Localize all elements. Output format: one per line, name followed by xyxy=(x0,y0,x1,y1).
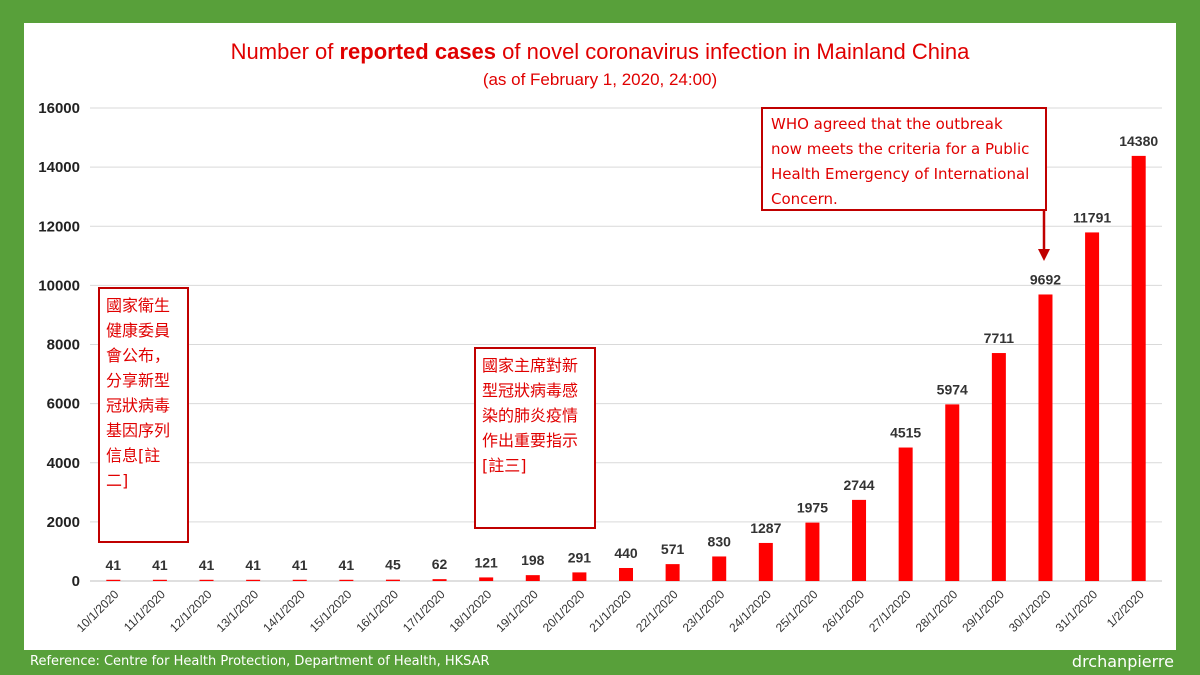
bar xyxy=(898,447,913,581)
bar xyxy=(805,522,820,581)
x-tick-label: 14/1/2020 xyxy=(260,587,308,635)
note-president-instruction: 國家主席對新型冠狀病毒感染的肺炎疫情作出重要指示[註三] xyxy=(474,347,596,529)
brand-signature: drchanpierre xyxy=(1071,652,1174,671)
x-tick-label: 12/1/2020 xyxy=(167,587,215,635)
y-tick-label: 16000 xyxy=(38,100,80,117)
y-tick-label: 6000 xyxy=(47,396,80,413)
bar xyxy=(1038,294,1053,581)
x-tick-label: 1/2/2020 xyxy=(1104,587,1147,630)
note-genome-sequence: 國家衛生健康委員會公布，分享新型冠狀病毒基因序列信息[註二] xyxy=(98,287,189,543)
data-label: 41 xyxy=(292,557,308,573)
chart-panel: Number of reported cases of novel corona… xyxy=(24,23,1176,650)
x-tick-label: 17/1/2020 xyxy=(400,587,448,635)
data-labels: 41 41 41 41 41 41 45 62 121 198 291 440 571 830 1287 19… xyxy=(106,133,1159,573)
x-tick-label: 19/1/2020 xyxy=(493,587,541,635)
x-tick-label: 11/1/2020 xyxy=(121,587,168,634)
bar xyxy=(619,567,633,581)
note-who-pheic: WHO agreed that the outbreak now meets t… xyxy=(761,107,1047,211)
bar xyxy=(852,499,867,581)
data-label: 1287 xyxy=(750,520,781,536)
bar xyxy=(106,579,121,581)
x-tick-label: 26/1/2020 xyxy=(820,587,868,635)
x-tick-label: 18/1/2020 xyxy=(447,587,495,635)
who-arrow-head xyxy=(1038,249,1050,261)
data-label: 291 xyxy=(568,549,592,565)
x-tick-label: 22/1/2020 xyxy=(633,587,681,635)
who-arrow xyxy=(1038,206,1050,261)
bar xyxy=(199,579,214,581)
y-axis: 0 2000 4000 6000 8000 10000 12000 14000 16000 xyxy=(38,100,80,590)
x-tick-label: 20/1/2020 xyxy=(540,587,588,635)
bar xyxy=(665,564,680,581)
bar xyxy=(1085,232,1100,581)
y-tick-label: 10000 xyxy=(38,277,80,294)
data-label: 14380 xyxy=(1119,133,1158,149)
data-label: 830 xyxy=(708,533,732,549)
y-tick-label: 2000 xyxy=(47,514,80,531)
bar xyxy=(479,577,494,581)
x-tick-label: 10/1/2020 xyxy=(74,587,122,635)
y-tick-label: 12000 xyxy=(38,218,80,235)
data-label: 11791 xyxy=(1073,209,1111,225)
data-label: 121 xyxy=(474,554,498,570)
x-tick-label: 31/1/2020 xyxy=(1053,587,1101,635)
data-label: 2744 xyxy=(843,477,874,493)
x-tick-label: 27/1/2020 xyxy=(866,587,914,635)
x-tick-label: 25/1/2020 xyxy=(773,587,821,635)
data-label: 1975 xyxy=(797,500,828,516)
data-label: 41 xyxy=(106,557,122,573)
data-label: 198 xyxy=(521,552,545,568)
y-tick-label: 4000 xyxy=(47,455,80,472)
data-label: 5974 xyxy=(937,381,968,397)
y-tick-label: 0 xyxy=(72,573,80,590)
data-label: 9692 xyxy=(1030,271,1061,287)
y-tick-label: 8000 xyxy=(47,337,80,354)
bar xyxy=(292,579,307,581)
bar xyxy=(152,579,167,581)
chart-subtitle: (as of February 1, 2020, 24:00) xyxy=(483,70,717,89)
data-label: 4515 xyxy=(890,425,921,441)
bar xyxy=(525,575,540,581)
data-label: 62 xyxy=(432,556,448,572)
x-tick-label: 13/1/2020 xyxy=(214,587,262,635)
bar xyxy=(991,353,1006,581)
data-label: 41 xyxy=(245,557,261,573)
x-tick-label: 15/1/2020 xyxy=(307,587,355,635)
x-tick-label: 30/1/2020 xyxy=(1006,587,1054,635)
bar xyxy=(246,579,261,581)
data-label: 7711 xyxy=(984,330,1015,346)
y-tick-label: 14000 xyxy=(38,159,80,176)
x-tick-label: 16/1/2020 xyxy=(353,587,401,635)
data-label: 440 xyxy=(614,545,638,561)
x-tick-label: 24/1/2020 xyxy=(726,587,774,635)
bar xyxy=(945,404,960,581)
chart: Number of reported cases of novel corona… xyxy=(38,39,1162,635)
bars xyxy=(106,155,1146,582)
x-tick-label: 29/1/2020 xyxy=(959,587,1007,635)
bar xyxy=(1131,155,1146,582)
x-axis: 10/1/2020 11/1/202012/1/202013/1/202014/1… xyxy=(74,587,1147,635)
x-tick-label: 21/1/2020 xyxy=(586,587,634,635)
data-label: 45 xyxy=(385,557,401,573)
x-tick-label: 23/1/2020 xyxy=(680,587,728,635)
x-tick-label: 28/1/2020 xyxy=(913,587,961,635)
data-label: 41 xyxy=(199,557,215,573)
bar xyxy=(432,579,447,581)
data-label: 571 xyxy=(661,541,685,557)
bar xyxy=(758,542,773,581)
data-label: 41 xyxy=(339,557,355,573)
chart-title: Number of reported cases of novel corona… xyxy=(231,39,970,64)
bar xyxy=(572,572,587,581)
reference-text: Reference: Centre for Health Protection,… xyxy=(30,654,490,669)
bar xyxy=(712,556,727,581)
bar xyxy=(339,579,354,581)
bar xyxy=(385,579,400,581)
data-label: 41 xyxy=(152,557,168,573)
